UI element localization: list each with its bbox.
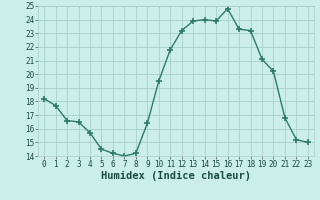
- X-axis label: Humidex (Indice chaleur): Humidex (Indice chaleur): [101, 171, 251, 181]
